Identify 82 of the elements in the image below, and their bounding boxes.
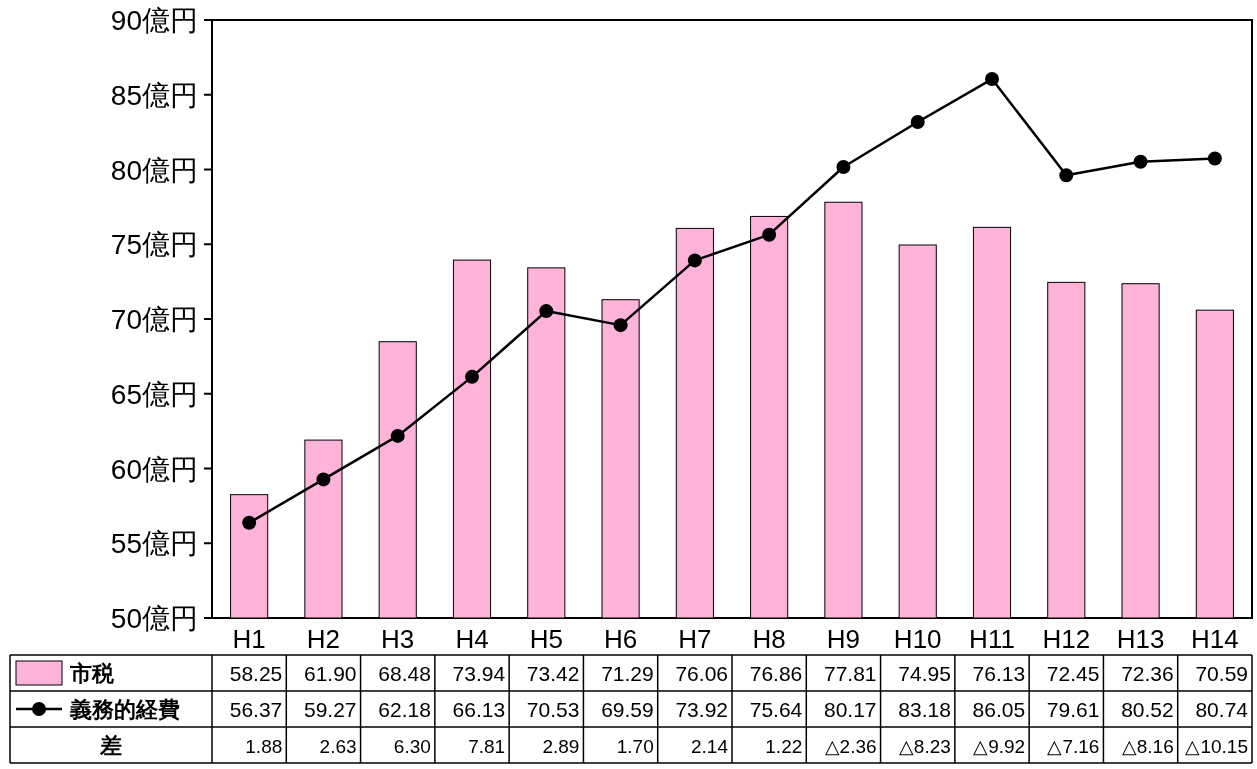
data-label: 56.37 [229, 698, 283, 721]
data-label: 58.25 [229, 662, 283, 685]
x-tick-label: H5 [529, 624, 563, 654]
x-tick-label: H10 [893, 624, 942, 654]
point [242, 515, 257, 530]
text: 6.30 [393, 736, 431, 757]
text: 7.81 [468, 736, 506, 757]
text: 差 [99, 733, 122, 758]
point [687, 253, 702, 268]
data-label: 69.59 [601, 698, 654, 721]
point [836, 159, 851, 174]
y-tick-label: 70億円 [110, 304, 198, 335]
data-label: 70.59 [1195, 662, 1248, 685]
text: 2.14 [691, 736, 729, 757]
point [465, 369, 479, 384]
y-tick-label: 85億円 [110, 79, 198, 111]
text: △8.23 [898, 736, 951, 757]
text: △7.16 [1047, 736, 1100, 757]
x-tick-label: H12 [1042, 624, 1091, 654]
x-tick-label: H13 [1116, 624, 1165, 654]
x-tick-label: H11 [969, 624, 1015, 654]
x-tick-label: H8 [752, 624, 786, 654]
data-label: 73.94 [452, 662, 506, 685]
text: 1.22 [765, 736, 803, 757]
x-tick-label: H4 [455, 624, 489, 654]
point [910, 114, 925, 129]
data-label: 74.95 [898, 662, 951, 685]
data-label: 62.18 [378, 698, 431, 721]
text: 1.88 [245, 736, 283, 757]
data-label: 76.13 [972, 662, 1026, 685]
y-tick-label: 90億円 [110, 5, 198, 36]
data-label: 71.29 [601, 662, 654, 685]
x-tick-label: H1 [232, 624, 266, 654]
text: 1.70 [616, 736, 654, 757]
data-label: 61.90 [304, 662, 357, 685]
point [316, 472, 331, 487]
data-label: 72.36 [1121, 662, 1174, 685]
data-label: 80.17 [824, 698, 877, 721]
y-tick-label: 60億円 [110, 453, 198, 485]
y-tick-label: 55億円 [110, 528, 198, 560]
y-tick-label: 65億円 [110, 378, 198, 410]
data-label: 75.64 [749, 698, 803, 721]
x-tick-label: H6 [603, 624, 638, 654]
x-tick-label: H7 [678, 624, 712, 654]
data-label: 76.06 [675, 662, 728, 685]
legend-label: 義務的経費 [69, 697, 180, 722]
y-tick-label: 80億円 [110, 154, 198, 186]
text: 2.63 [319, 736, 357, 757]
text: △2.36 [824, 736, 877, 757]
text: △10.15 [1185, 736, 1248, 757]
text: 2.89 [542, 736, 580, 757]
data-label: 80.52 [1121, 698, 1174, 721]
point [1059, 168, 1074, 183]
data-label: 73.92 [675, 698, 728, 721]
point [985, 72, 999, 87]
data-label: 80.74 [1195, 698, 1249, 721]
y-tick-label: 75億円 [110, 229, 198, 261]
data-label: 59.27 [304, 698, 357, 721]
x-tick-label: H3 [381, 624, 415, 654]
text: △9.92 [973, 736, 1026, 757]
data-label: 77.81 [824, 662, 877, 685]
data-label: 79.61 [1046, 698, 1100, 721]
data-label: 70.53 [526, 698, 580, 721]
point [762, 227, 777, 242]
point [1207, 151, 1222, 166]
data-label: 66.13 [452, 698, 506, 721]
y-tick-label: 50億円 [110, 603, 198, 634]
point [613, 318, 628, 333]
x-tick-label: H2 [306, 624, 341, 654]
data-label: 86.05 [972, 698, 1026, 721]
data-label: 72.45 [1046, 662, 1100, 685]
x-tick-label: H14 [1191, 624, 1239, 654]
legend-label: 市税 [69, 661, 115, 686]
data-label: 73.42 [526, 662, 580, 685]
x-tick-label: H9 [826, 624, 861, 654]
data-label: 68.48 [378, 662, 431, 685]
point [539, 304, 554, 319]
text: △8.16 [1121, 736, 1174, 757]
data-label: 76.86 [749, 662, 803, 685]
point [390, 428, 405, 443]
point [1133, 154, 1148, 169]
data-label: 83.18 [898, 698, 951, 721]
